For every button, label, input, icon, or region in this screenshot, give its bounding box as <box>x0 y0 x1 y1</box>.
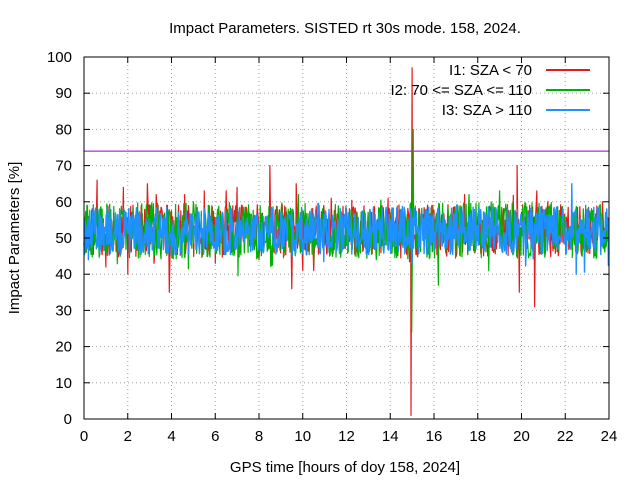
y-tick-label: 60 <box>55 194 72 211</box>
x-tick-label: 0 <box>80 428 88 445</box>
series-layer <box>83 67 610 416</box>
x-tick-label: 4 <box>167 428 175 445</box>
y-tick-label: 40 <box>55 266 72 283</box>
x-tick-label: 6 <box>211 428 219 445</box>
x-tick-label: 24 <box>601 428 618 445</box>
y-tick-label: 10 <box>55 375 72 392</box>
y-tick-label: 90 <box>55 85 72 102</box>
y-tick-label: 0 <box>64 411 72 428</box>
series-line-3 <box>83 183 610 275</box>
y-tick-label: 30 <box>55 302 72 319</box>
x-tick-label: 2 <box>124 428 132 445</box>
x-tick-label: 12 <box>338 428 355 445</box>
x-tick-label: 8 <box>255 428 263 445</box>
y-tick-label: 20 <box>55 339 72 356</box>
x-tick-label: 18 <box>469 428 486 445</box>
ticks: 0 2 4 6 8 10 12 14 16 18 20 22 240102030405060708090… <box>47 49 617 445</box>
legend: I1: SZA < 70 I2: 70 <= SZA <= 110 I3: SZA … <box>391 62 590 119</box>
x-tick-label: 20 <box>513 428 530 445</box>
x-axis-title: GPS time [hours of doy 158, 2024] <box>230 459 460 476</box>
x-tick-label: 14 <box>382 428 399 445</box>
chart-title: Impact Parameters. SISTED rt 30s mode. 1… <box>169 20 521 37</box>
y-tick-label: 70 <box>55 158 72 175</box>
x-tick-label: 10 <box>294 428 311 445</box>
x-tick-label: 22 <box>557 428 574 445</box>
legend-label-3: I3: SZA > 110 <box>442 102 532 119</box>
legend-label-2: I2: 70 <= SZA <= 110 <box>391 82 533 99</box>
y-tick-label: 80 <box>55 121 72 138</box>
y-tick-label: 50 <box>55 230 72 247</box>
y-tick-label: 100 <box>47 49 72 66</box>
y-axis-title: Impact Parameters [%] <box>6 162 23 315</box>
legend-label-1: I1: SZA < 70 <box>449 62 532 79</box>
x-tick-label: 16 <box>426 428 443 445</box>
